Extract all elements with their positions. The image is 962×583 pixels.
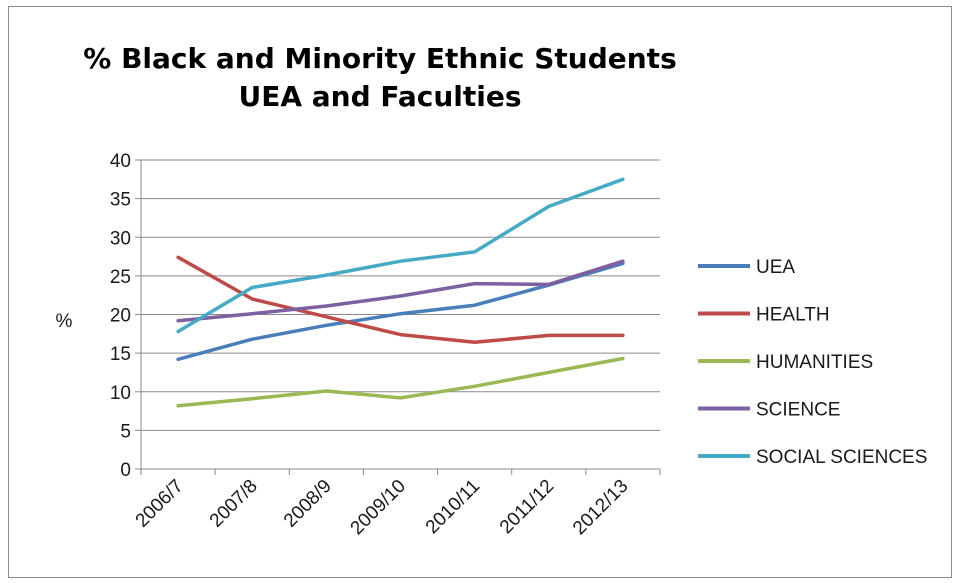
y-tick-label: 35 <box>110 190 131 211</box>
x-tick-label: 2011/12 <box>496 476 558 538</box>
x-tick-label: 2012/13 <box>569 476 632 539</box>
y-tick-label: 0 <box>120 460 131 481</box>
x-tick-label: 2008/9 <box>280 476 336 532</box>
legend: UEA HEALTH HUMANITIES SCIENCE SOCIAL SCIENCE… <box>698 257 927 468</box>
series-lines <box>176 177 625 408</box>
y-tick-label: 30 <box>110 228 131 249</box>
chart-title-line1: % Black and Minority Ethnic Students <box>83 42 677 75</box>
x-tick-label: 2010/11 <box>422 476 484 538</box>
legend-label-social-sciences: SOCIAL SCIENCES <box>756 447 927 468</box>
series-line-social-sciences <box>176 177 625 334</box>
legend-label-uea: UEA <box>756 257 795 278</box>
x-tick-label: 2006/7 <box>132 476 188 532</box>
legend-label-science: SCIENCE <box>756 400 840 421</box>
axes: 0 5 10 15 20 25 30 35 40 2006/7 2007/8 2008/9 2009/1… <box>110 151 661 539</box>
x-tick-label: 2009/10 <box>347 476 410 539</box>
y-tick-label: 5 <box>120 421 131 442</box>
legend-label-humanities: HUMANITIES <box>756 352 873 373</box>
x-tick-label: 2007/8 <box>206 476 262 532</box>
y-tick-label: 25 <box>110 267 131 288</box>
chart-frame <box>8 6 952 578</box>
chart-title: % Black and Minority Ethnic Students UEA… <box>0 40 760 116</box>
series-line-uea <box>176 261 625 362</box>
legend-label-health: HEALTH <box>756 305 830 326</box>
series-line-science <box>176 259 625 323</box>
y-tick-label: 15 <box>110 344 131 365</box>
y-axis-label: % <box>56 311 73 332</box>
series-line-humanities <box>176 356 625 408</box>
y-tick-label: 20 <box>110 306 131 327</box>
series-line-health <box>176 255 625 345</box>
y-tick-label: 10 <box>110 383 131 404</box>
chart-subtitle: UEA and Faculties <box>238 80 522 113</box>
y-tick-label: 40 <box>110 151 131 172</box>
